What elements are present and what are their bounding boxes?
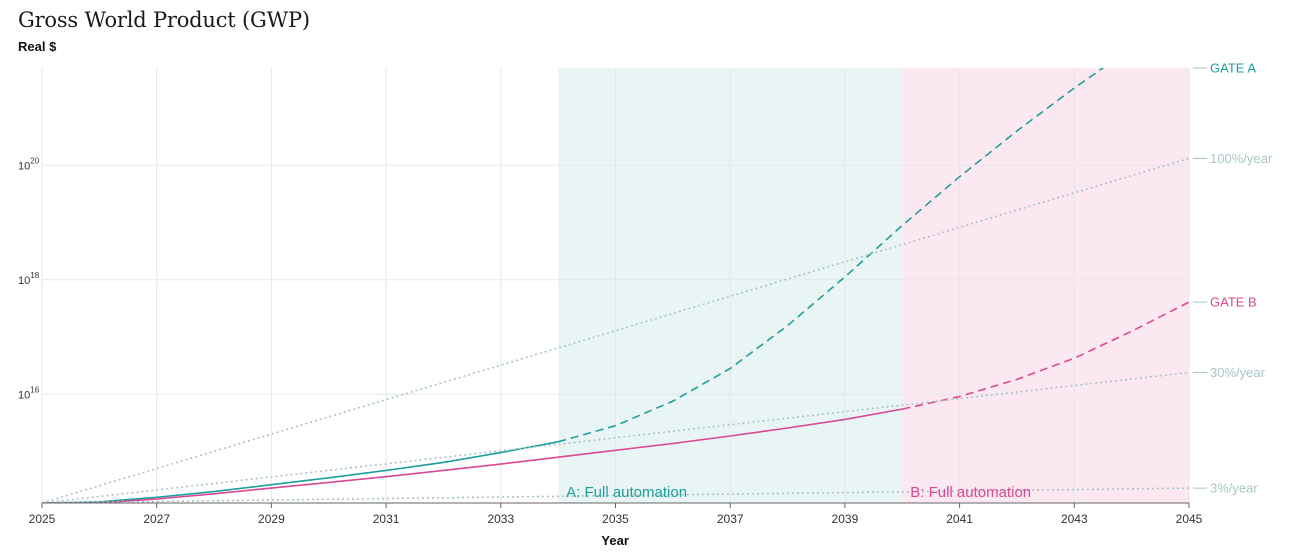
right-label-gate_b: GATE B (1210, 295, 1257, 310)
y-tick-exponent: 16 (30, 385, 39, 394)
right-label-gate_a: GATE A (1210, 61, 1256, 76)
series-gate_a-solid (42, 441, 559, 503)
band-label-a: A: Full automation (566, 484, 687, 501)
grid-lines (41, 68, 1190, 503)
chart-title: Gross World Product (GWP) (18, 8, 310, 32)
y-tick-label: 1016 (18, 385, 40, 401)
band-b-full-automation (902, 68, 1189, 503)
automation-bands (558, 68, 1189, 503)
x-tick-label: 2039 (832, 512, 859, 526)
axes: 2025 2027 2029 2031 2033 2035 2037 2039 2041 2043… (18, 156, 1203, 548)
series-gate_b-solid (42, 408, 903, 503)
x-tick-label: 2025 (29, 512, 56, 526)
y-tick-exponent: 20 (30, 156, 39, 165)
series-ref30-line (42, 371, 1189, 503)
x-tick-label: 2045 (1176, 512, 1203, 526)
y-tick-base: 10 (18, 160, 30, 172)
x-tick-label: 2035 (602, 512, 629, 526)
y-tick-label: 1020 (18, 156, 40, 172)
y-tick-base: 10 (18, 389, 30, 401)
x-tick-label: 2041 (946, 512, 973, 526)
y-tick-base: 10 (18, 275, 30, 287)
y-tick-exponent: 18 (30, 271, 39, 280)
band-label-b: B: Full automation (910, 484, 1031, 501)
right-label-ref3: 3%/year (1210, 481, 1258, 496)
chart-labels: A: Full automation B: Full automation GATE… (566, 61, 1273, 502)
series-ref3-line (42, 487, 1189, 503)
series-gate_b-dashed (902, 301, 1189, 410)
series-lines (42, 68, 1189, 503)
y-tick-label: 1018 (18, 271, 40, 287)
x-tick-label: 2031 (373, 512, 400, 526)
right-label-ref30: 30%/year (1210, 365, 1266, 380)
x-tick-label: 2037 (717, 512, 744, 526)
y-axis-unit-label: Real $ (18, 39, 57, 54)
right-label-ref100: 100%/year (1210, 151, 1273, 166)
series-gate_a-dashed (557, 68, 1105, 443)
x-tick-label: 2033 (487, 512, 514, 526)
x-tick-label: 2043 (1061, 512, 1088, 526)
x-tick-label: 2029 (258, 512, 285, 526)
x-axis-title: Year (601, 533, 628, 548)
x-tick-label: 2027 (143, 512, 170, 526)
